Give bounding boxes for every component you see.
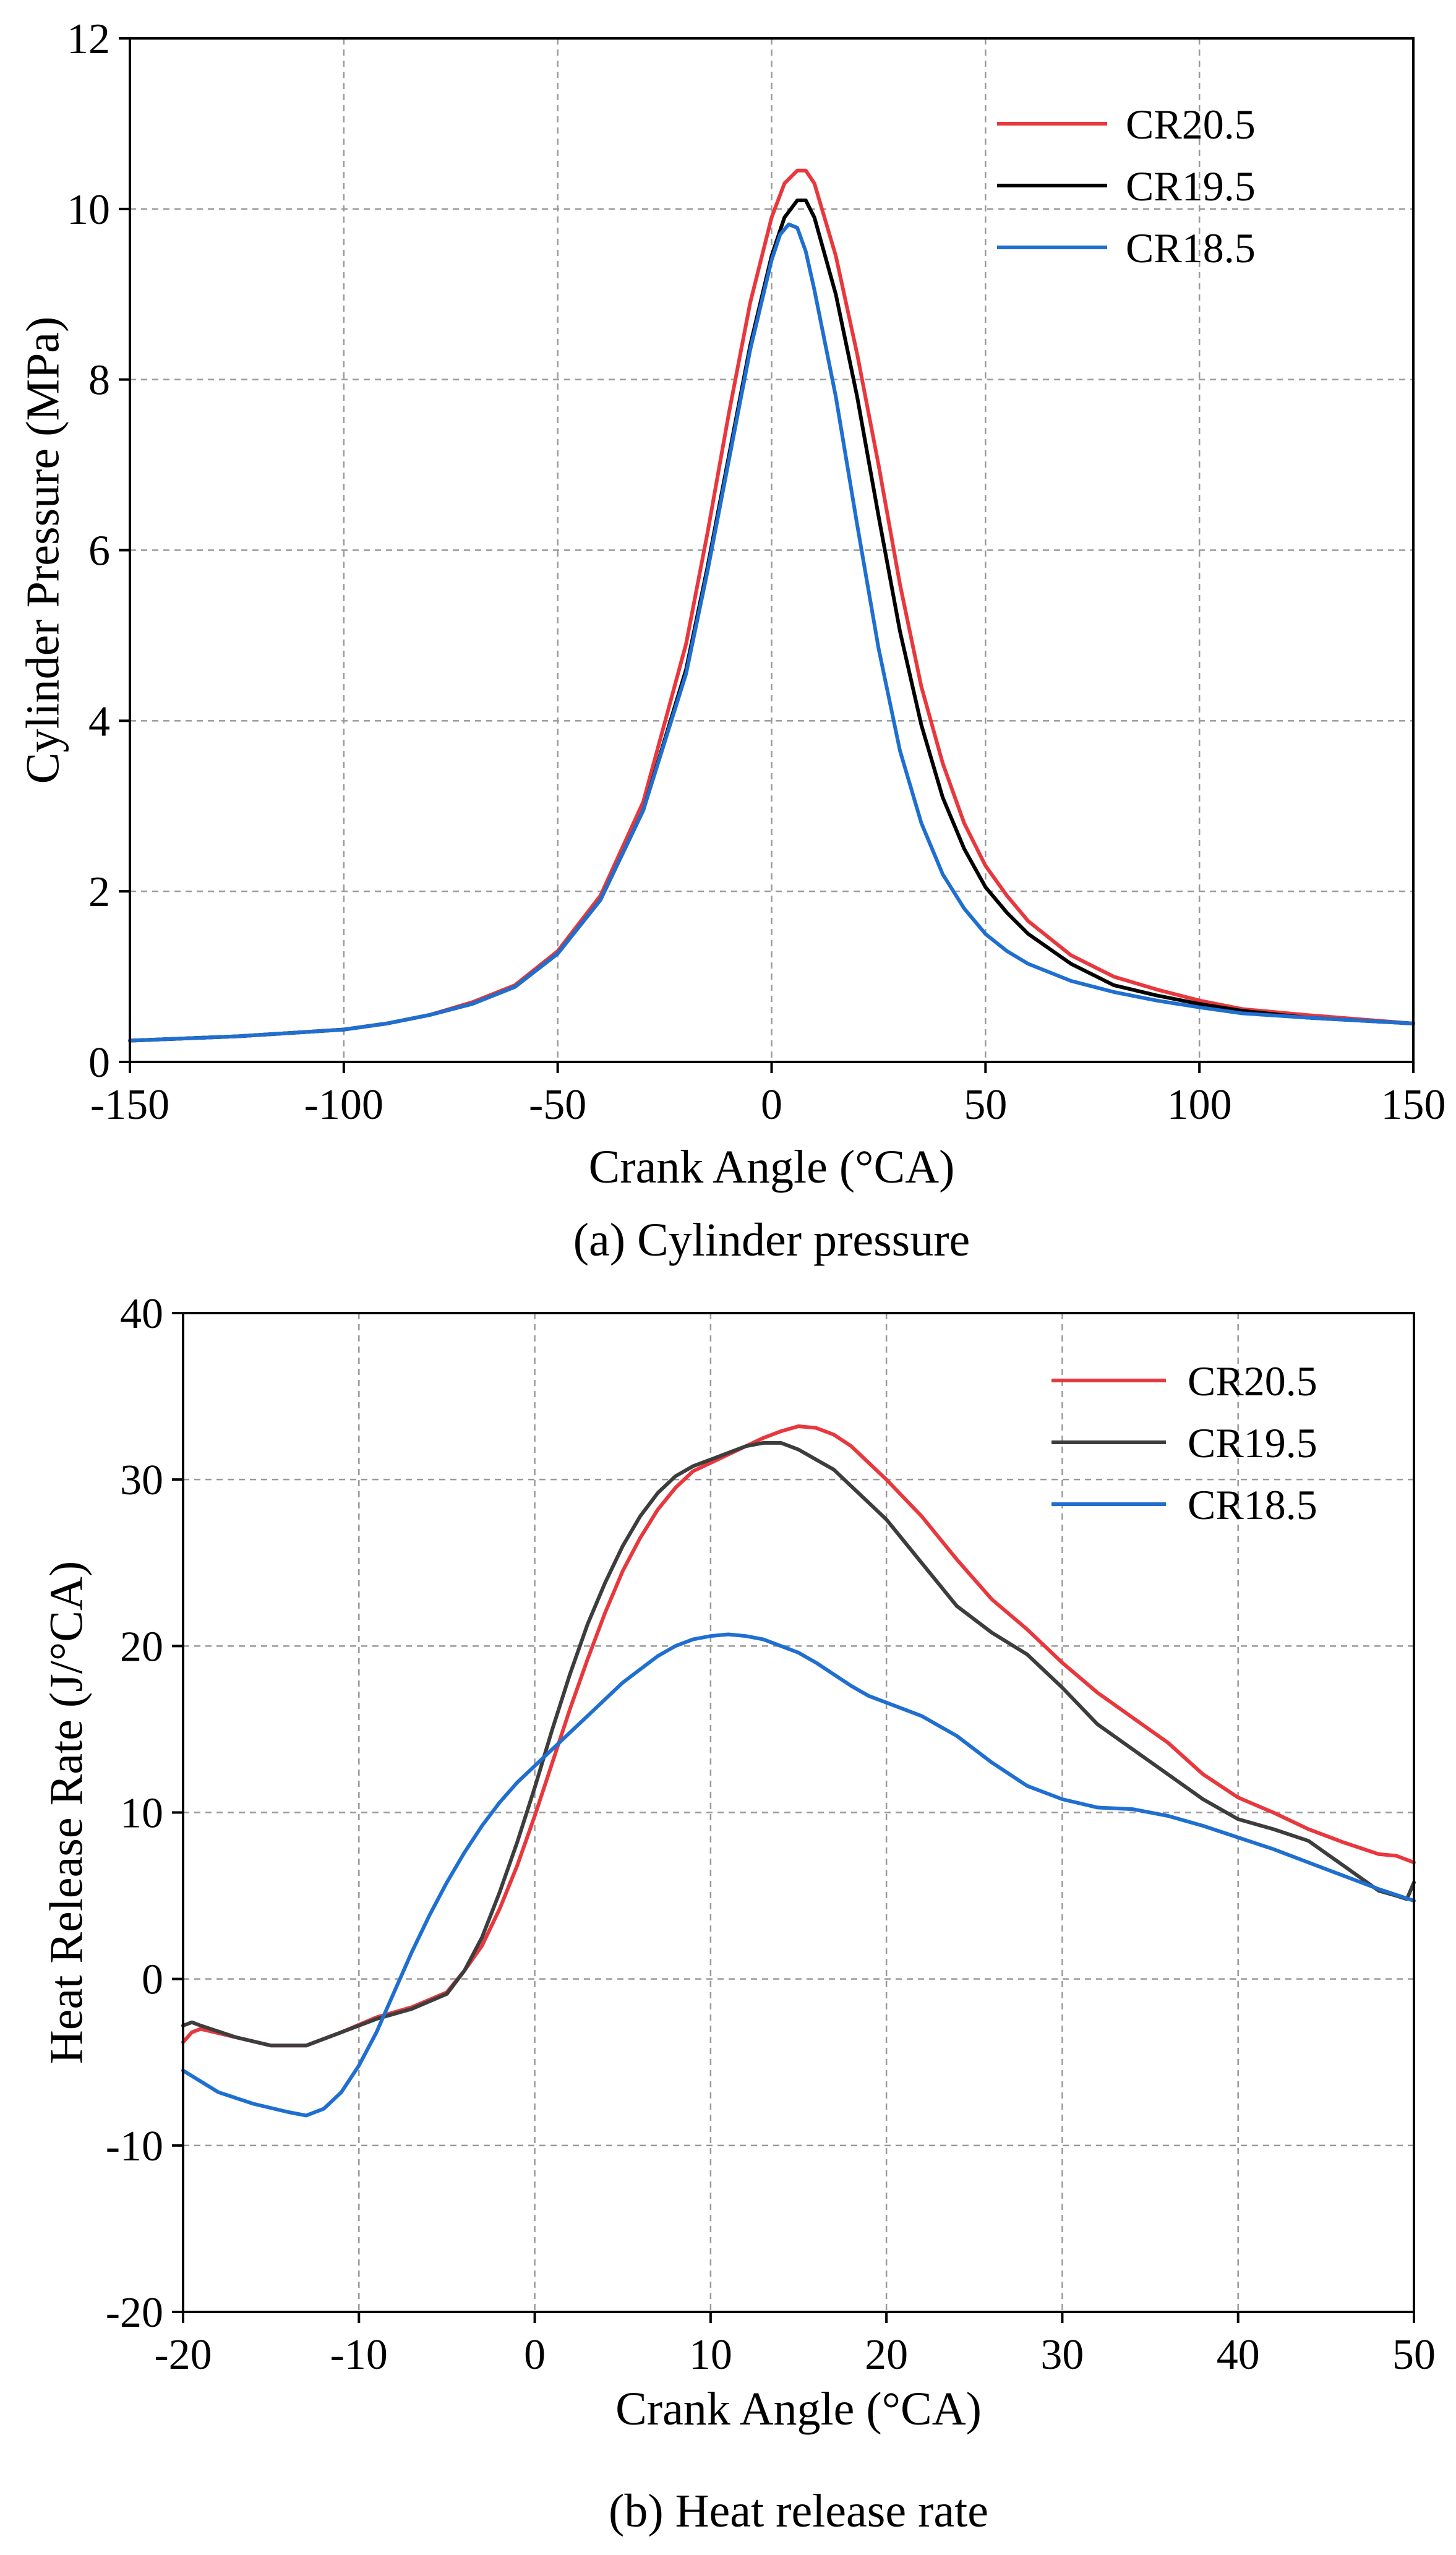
heat-release-y-tick-label: 0 (142, 1956, 163, 2004)
heat-release-legend-label: CR19.5 (1188, 1419, 1317, 1466)
pressure-chart: -150 -100 -50 0 50 100 150 0 2 4 6 8 10 12 CR20.5 CR19… (17, 15, 1446, 1266)
heat-release-series-cr18-5 (181, 1632, 1416, 2118)
pressure-x-tick-label: -100 (304, 1081, 383, 1129)
pressure-y-tick-label: 12 (67, 15, 110, 63)
heat-release-x-tick-label: 10 (689, 2331, 732, 2379)
heat-release-x-tick-label: 0 (524, 2331, 546, 2379)
heat-release-x-tick-label: 40 (1217, 2331, 1260, 2379)
heat-release-y-tick-label: 30 (120, 1457, 163, 1504)
pressure-x-tick-label: 50 (964, 1081, 1007, 1129)
pressure-y-tick-label: 8 (88, 357, 110, 404)
heat-release-x-tick-label: 50 (1392, 2331, 1436, 2379)
heat-release-legend-label: CR18.5 (1188, 1481, 1317, 1528)
heat-release-y-tick-label: 20 (120, 1623, 163, 1671)
heat-release-series (181, 1424, 1416, 2118)
heat-release-x-tick-label: 30 (1040, 2331, 1084, 2379)
heat-release-y-axis-label: Heat Release Rate (J/°CA) (41, 1561, 93, 2064)
heat-release-legend: CR20.5 CR19.5 CR18.5 (1051, 1358, 1317, 1528)
pressure-series-cr18-5 (128, 222, 1415, 1043)
pressure-grid (130, 38, 1413, 1062)
heat-release-y-tick-label: 40 (120, 1290, 163, 1338)
pressure-y-tick-label: 4 (88, 698, 110, 745)
pressure-legend-label: CR20.5 (1126, 101, 1256, 148)
heat-release-grid (183, 1313, 1414, 2312)
pressure-y-tick-label: 0 (88, 1039, 110, 1087)
pressure-x-tick-label: -150 (90, 1081, 169, 1129)
heat-release-x-tick-label: -20 (154, 2331, 212, 2379)
pressure-x-tick-label: 100 (1167, 1081, 1232, 1129)
heat-release-legend-label: CR20.5 (1188, 1358, 1317, 1405)
pressure-legend-label: CR18.5 (1126, 225, 1256, 272)
pressure-legend-label: CR19.5 (1126, 163, 1256, 210)
heat-release-y-tick-label: -10 (106, 2123, 163, 2170)
pressure-x-tick-label: 0 (761, 1081, 782, 1129)
pressure-y-axis-label: Cylinder Pressure (MPa) (17, 317, 69, 784)
pressure-x-tick-label: -50 (529, 1081, 586, 1129)
pressure-ticks: -150 -100 -50 0 50 100 150 0 2 4 6 8 10 12 (67, 15, 1446, 1129)
heat-release-x-axis-label: Crank Angle (°CA) (615, 2383, 982, 2435)
heat-release-y-tick-label: 10 (120, 1790, 163, 1838)
pressure-x-axis-label: Crank Angle (°CA) (589, 1141, 955, 1193)
heat-release-caption: (b) Heat release rate (609, 2485, 988, 2537)
pressure-caption: (a) Cylinder pressure (573, 1214, 970, 1266)
heat-release-ticks: -20 -10 0 10 20 30 40 50 -20 -10 0 10 20 30 40 (106, 1290, 1436, 2379)
pressure-y-tick-label: 2 (88, 868, 110, 916)
heat-release-x-tick-label: 20 (865, 2331, 908, 2379)
pressure-y-tick-label: 10 (67, 186, 110, 234)
pressure-y-tick-label: 6 (88, 528, 110, 575)
heat-release-x-tick-label: -10 (330, 2331, 388, 2379)
pressure-legend: CR20.5 CR19.5 CR18.5 (997, 101, 1256, 272)
heat-release-y-tick-label: -20 (106, 2289, 163, 2337)
pressure-x-tick-label: 150 (1381, 1081, 1446, 1129)
pressure-series (128, 168, 1415, 1043)
heat-release-series-cr19-5 (181, 1440, 1416, 2048)
